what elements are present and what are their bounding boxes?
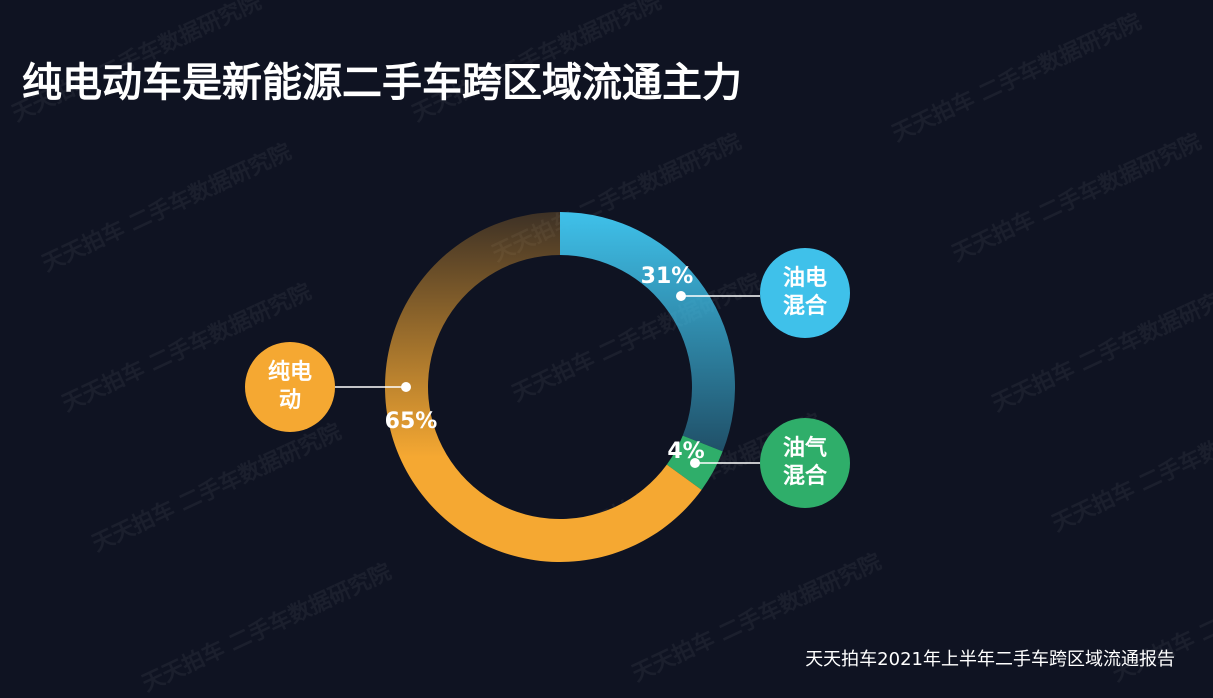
category-badge: 油电混合 [760, 248, 850, 338]
category-badge: 纯电动 [245, 342, 335, 432]
donut-slice [560, 212, 735, 452]
category-badge: 油气混合 [760, 418, 850, 508]
value-label: 31% [641, 264, 694, 289]
leader-dot [401, 382, 411, 392]
leader-dot [690, 458, 700, 468]
source: 天天拍车2021年上半年二手车跨区域流通报告 [805, 649, 1175, 670]
category-label: 油气混合 [782, 436, 827, 489]
value-label: 65% [385, 409, 438, 434]
chart: 纯电动车是新能源二手车跨区域流通主力 天天拍车2021年上半年二手车跨区域流通报… [22, 60, 1175, 670]
page: {"chart_data": {"type": "donut", "title"… [8, 0, 1213, 698]
value-label: 4% [667, 439, 704, 464]
chart-title: 纯电动车是新能源二手车跨区域流通主力 [22, 60, 742, 106]
category-label: 纯电动 [267, 360, 312, 413]
leader-dot [676, 291, 686, 301]
category-label: 油电混合 [782, 266, 827, 319]
